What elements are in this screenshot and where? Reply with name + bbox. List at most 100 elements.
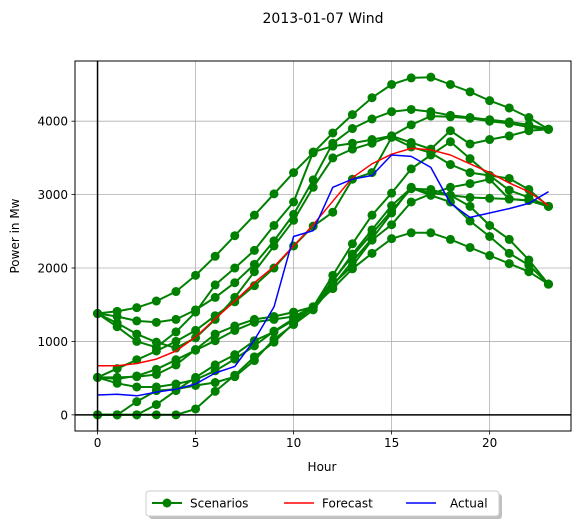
- scenarios-point: [230, 263, 240, 273]
- scenarios-point: [210, 311, 220, 321]
- scenarios-point: [465, 139, 475, 149]
- y-tick-label: 4000: [37, 115, 68, 129]
- scenarios-point: [328, 128, 338, 138]
- scenarios-point: [347, 138, 357, 148]
- scenarios-point: [210, 366, 220, 376]
- scenarios-point: [210, 251, 220, 261]
- scenarios-point: [485, 251, 495, 261]
- scenarios-point: [210, 280, 220, 290]
- scenarios-point: [191, 270, 201, 280]
- scenarios-point: [210, 336, 220, 346]
- scenarios-point: [465, 179, 475, 189]
- scenarios-point: [406, 164, 416, 174]
- scenarios-point: [485, 135, 495, 145]
- y-tick-label: 0: [60, 408, 68, 422]
- y-tick-label: 3000: [37, 188, 68, 202]
- scenarios-point: [269, 311, 279, 321]
- scenarios-point: [524, 113, 534, 123]
- x-axis-label: Hour: [308, 460, 337, 474]
- scenarios-point: [543, 124, 553, 134]
- scenarios-point: [171, 287, 181, 297]
- scenarios-point: [524, 255, 534, 265]
- scenarios-point: [230, 354, 240, 364]
- scenarios-point: [465, 168, 475, 178]
- scenarios-point: [269, 241, 279, 251]
- scenarios-point: [485, 231, 495, 241]
- scenarios-point: [504, 194, 514, 204]
- plot-frame: [74, 60, 572, 432]
- scenarios-point: [465, 201, 475, 211]
- scenarios-point: [151, 369, 161, 379]
- scenarios-point: [269, 220, 279, 230]
- scenarios-point: [445, 126, 455, 136]
- scenarios-point: [445, 190, 455, 200]
- scenarios-point: [367, 114, 377, 124]
- scenarios-point: [112, 322, 122, 332]
- scenarios-point: [328, 153, 338, 163]
- scenarios-point: [249, 267, 259, 277]
- scenarios-point: [132, 355, 142, 365]
- scenarios-point: [504, 234, 514, 244]
- y-axis-label: Power in Mw: [8, 198, 22, 273]
- scenarios-point: [445, 79, 455, 89]
- scenarios-point: [465, 113, 475, 123]
- scenarios-point: [445, 160, 455, 170]
- scenarios-point: [249, 352, 259, 362]
- scenarios-point: [367, 168, 377, 178]
- scenarios-point: [289, 168, 299, 178]
- legend-scenarios-marker: [162, 498, 172, 508]
- scenarios-point: [328, 141, 338, 151]
- scenarios-point: [347, 239, 357, 249]
- scenarios-point: [171, 336, 181, 346]
- scenarios-point: [347, 124, 357, 134]
- legend: Scenarios Forecast Actual: [145, 490, 502, 519]
- scenarios-point: [269, 337, 279, 347]
- scenarios-point: [426, 72, 436, 82]
- scenarios-point: [387, 79, 397, 89]
- scenarios-point: [426, 111, 436, 121]
- scenarios-point: [151, 386, 161, 396]
- scenarios-point: [426, 228, 436, 238]
- scenarios-point: [485, 96, 495, 106]
- scenarios-point: [426, 188, 436, 198]
- scenarios-point: [269, 189, 279, 199]
- scenarios-point: [249, 314, 259, 324]
- scenarios-point: [269, 326, 279, 336]
- scenarios-point: [504, 173, 514, 183]
- scenarios-point: [132, 329, 142, 339]
- scenarios-point: [289, 215, 299, 225]
- scenarios-point: [524, 126, 534, 136]
- scenarios-point: [504, 103, 514, 113]
- scenarios-point: [367, 248, 377, 258]
- scenarios-point: [210, 378, 220, 388]
- scenarios-point: [347, 264, 357, 274]
- scenarios-point: [308, 302, 318, 312]
- scenarios-point: [543, 279, 553, 289]
- scenarios-point: [445, 112, 455, 122]
- scenarios-point: [504, 131, 514, 141]
- scenarios-point: [387, 107, 397, 117]
- scenarios-point: [387, 220, 397, 230]
- legend-actual-label: Actual: [450, 497, 488, 511]
- legend-forecast-label: Forecast: [322, 497, 373, 511]
- scenarios-point: [426, 150, 436, 160]
- scenarios-point: [132, 303, 142, 313]
- scenarios-point: [171, 314, 181, 324]
- scenarios-point: [347, 110, 357, 120]
- scenarios-point: [151, 346, 161, 356]
- scenarios-point: [308, 147, 318, 157]
- scenarios-point: [485, 174, 495, 184]
- x-tick-label: 0: [94, 436, 102, 450]
- scenarios-point: [171, 360, 181, 370]
- scenarios-point: [249, 210, 259, 220]
- scenarios-point: [132, 397, 142, 407]
- scenarios-point: [308, 182, 318, 192]
- scenarios-point: [485, 116, 495, 126]
- scenarios-point: [249, 281, 259, 291]
- scenarios-point: [328, 207, 338, 217]
- scenarios-point: [132, 316, 142, 326]
- scenarios-point: [367, 210, 377, 220]
- scenarios-point: [387, 201, 397, 211]
- x-tick-label: 15: [384, 436, 399, 450]
- scenarios-point: [387, 188, 397, 198]
